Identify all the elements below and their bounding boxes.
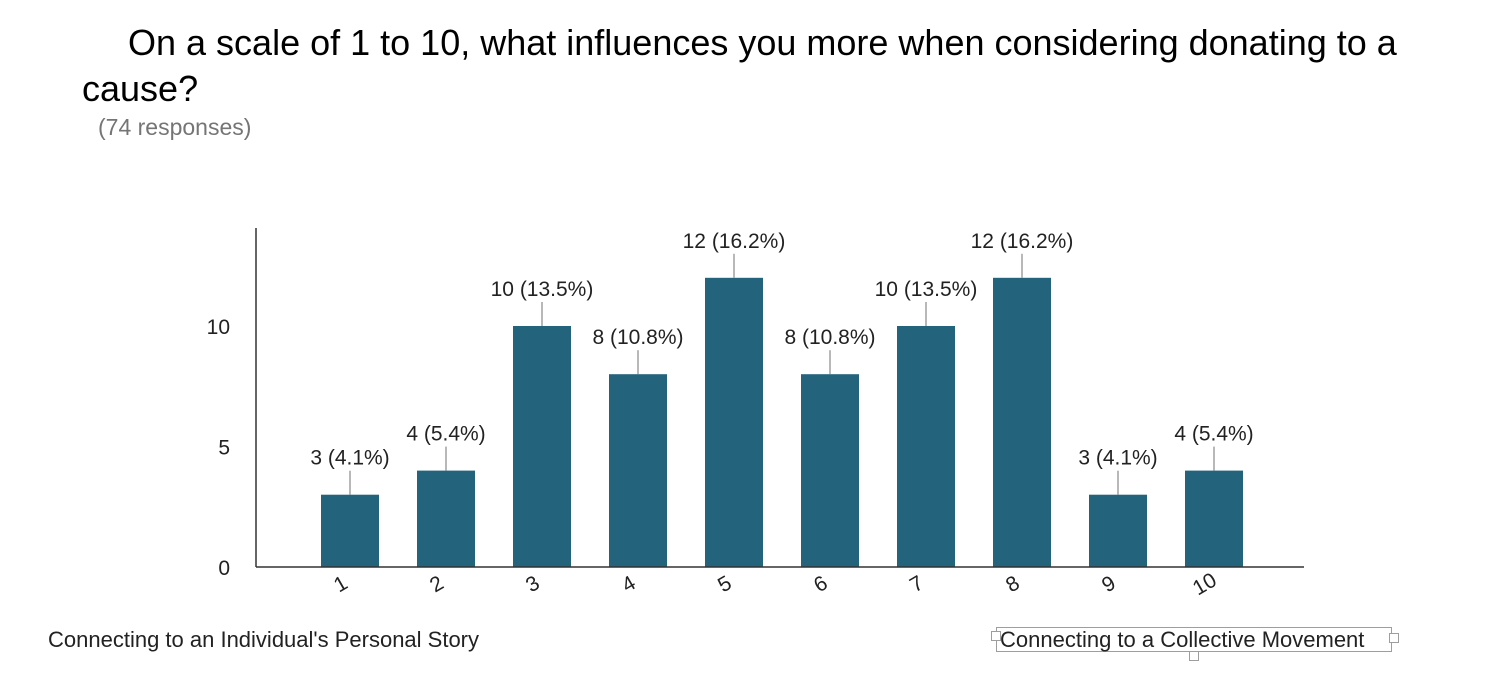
x-tick-label: 5 [714, 571, 736, 597]
bar [801, 374, 859, 567]
bar [993, 277, 1051, 567]
data-label: 4 (5.4%) [1174, 423, 1253, 446]
y-tick-label: 5 [218, 437, 230, 460]
data-label: 3 (4.1%) [310, 447, 389, 470]
x-tick-label: 2 [426, 571, 448, 597]
x-tick-label: 3 [522, 571, 544, 597]
y-tick-label: 10 [207, 316, 230, 339]
data-label: 10 (13.5%) [491, 278, 594, 301]
resize-handle-icon[interactable] [991, 631, 1001, 641]
scale-low-label: Connecting to an Individual's Personal S… [48, 627, 480, 652]
bars [321, 277, 1243, 567]
bar [417, 470, 475, 567]
x-tick-label: 8 [1002, 571, 1024, 597]
x-tick-label: 7 [906, 571, 928, 597]
data-label: 8 (10.8%) [784, 326, 875, 349]
resize-handle-icon[interactable] [1389, 633, 1399, 643]
data-label: 8 (10.8%) [592, 326, 683, 349]
x-tick-label: 1 [330, 571, 352, 597]
data-label: 12 (16.2%) [683, 230, 786, 253]
scale-high-label: Connecting to a Collective Movement [1000, 627, 1365, 652]
response-count: (74 responses) [98, 114, 252, 140]
x-tick-label: 10 [1189, 569, 1221, 601]
x-tick-label: 9 [1098, 571, 1120, 597]
x-tick-label: 4 [618, 571, 640, 597]
question-title: On a scale of 1 to 10, what influences y… [82, 22, 1397, 109]
bar [705, 277, 763, 567]
data-label: 4 (5.4%) [406, 423, 485, 446]
bar [1185, 470, 1243, 567]
bar [321, 494, 379, 567]
bar [1089, 494, 1147, 567]
scale-high-label-box[interactable]: Connecting to a Collective Movement [991, 627, 1399, 661]
y-axis-ticks: 0 5 10 [207, 316, 230, 580]
data-label: 10 (13.5%) [875, 278, 978, 301]
y-tick-label: 0 [218, 557, 230, 580]
leader-lines [349, 253, 1215, 495]
resize-handle-icon[interactable] [1189, 651, 1199, 661]
x-axis-ticks: 1 2 3 4 5 6 7 8 9 10 [330, 569, 1221, 601]
data-label: 3 (4.1%) [1078, 447, 1157, 470]
data-label: 12 (16.2%) [971, 230, 1074, 253]
x-tick-label: 6 [810, 571, 832, 597]
bar [897, 326, 955, 567]
bar [609, 374, 667, 567]
bar [513, 326, 571, 567]
data-labels: 3 (4.1%) 4 (5.4%) 10 (13.5%) 8 (10.8%) 12 (1… [310, 230, 1253, 470]
